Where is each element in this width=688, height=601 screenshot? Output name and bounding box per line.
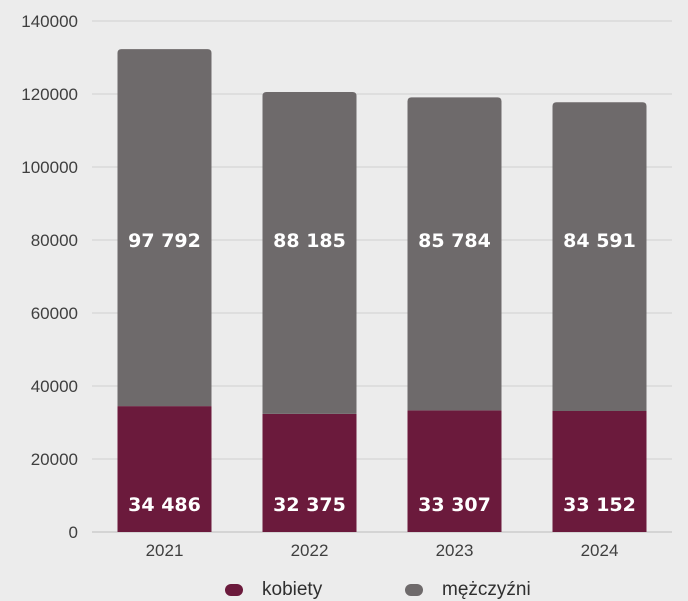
bar-kobiety-2023 [407,410,502,532]
legend: kobiety mężczyźni [225,579,531,600]
y-tick-label: 80000 [31,231,78,250]
x-category-label: 2024 [581,541,619,560]
bar-data-labels: 34 486 97 792 32 375 88 185 33 307 85 784 33 1… [128,230,636,516]
data-label: 84 591 [563,230,636,252]
bar-mężczyźni-2023 [407,97,502,411]
data-label: 32 375 [273,494,346,516]
legend-swatch-kobiety [225,584,243,596]
bar-kobiety-2021 [117,406,212,532]
bar-mężczyźni-2022 [262,91,357,414]
y-tick-label: 0 [69,523,78,542]
data-label: 33 152 [563,494,636,516]
y-axis-tick-labels: 0 20000 40000 60000 80000 100000 120000 140000 [21,12,78,542]
legend-label: kobiety [262,579,323,600]
x-category-label: 2022 [291,541,329,560]
bars [117,49,647,532]
y-tick-label: 40000 [31,377,78,396]
bar-kobiety-2024 [552,410,647,532]
data-label: 34 486 [128,494,201,516]
data-label: 97 792 [128,230,201,252]
legend-label: mężczyźni [442,579,531,600]
y-tick-label: 140000 [21,12,78,31]
bar-kobiety-2022 [262,413,357,532]
data-label: 85 784 [418,230,491,252]
x-category-label: 2021 [146,541,184,560]
bar-mężczyźni-2021 [117,49,212,407]
y-tick-label: 100000 [21,158,78,177]
x-category-label: 2023 [436,541,474,560]
y-tick-label: 20000 [31,450,78,469]
y-tick-label: 120000 [21,85,78,104]
y-tick-label: 60000 [31,304,78,323]
data-label: 88 185 [273,230,346,252]
data-label: 33 307 [418,494,491,516]
x-axis-category-labels: 2021 2022 2023 2024 [146,541,619,560]
legend-swatch-mężczyźni [405,584,423,596]
bar-mężczyźni-2024 [552,102,647,411]
